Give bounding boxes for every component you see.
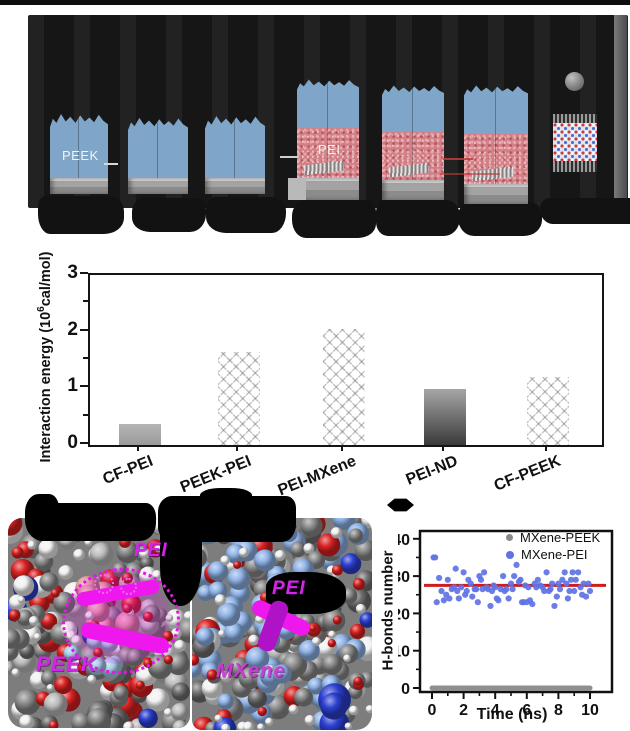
- svg-text:10: 10: [398, 644, 410, 661]
- substrate-slab: [128, 178, 188, 194]
- pointer-line: [280, 156, 298, 158]
- pei-polymer-block: [464, 134, 528, 184]
- panel-right-gray-strip: [614, 15, 627, 207]
- bar-PEEK-PEI: [218, 352, 260, 445]
- y-tick-label: 1: [67, 375, 78, 397]
- bar-chart-plot-area: [88, 273, 604, 447]
- obscured-label-silhouette: [458, 202, 542, 236]
- svg-text:2: 2: [459, 702, 468, 719]
- y-tick-label: 2: [67, 318, 78, 340]
- peek-annotation-label: PEEK: [36, 653, 98, 676]
- svg-text:10: 10: [581, 702, 599, 719]
- peek-box-label: PEEK: [62, 148, 99, 163]
- legend-dot-mxene-peek: [506, 534, 513, 541]
- interface-marker-line: [443, 158, 473, 160]
- legend-label: MXene-PEI: [521, 547, 588, 562]
- simulation-box-pei-1: [297, 78, 359, 200]
- pei-polymer-block: [297, 128, 359, 178]
- substrate-slab: [464, 184, 528, 204]
- simulation-box-peek-2: [128, 116, 188, 194]
- svg-text:0: 0: [401, 681, 410, 698]
- scatter-x-axis-label: Time (ns): [476, 706, 548, 723]
- legend-label: MXene-PEEK: [520, 530, 601, 545]
- substrate-slab: [382, 180, 444, 200]
- y-tick-label: 0: [67, 432, 78, 453]
- hbonds-scatter-plot: 0 10 20 30 40 0 2 4 6 8 10: [398, 529, 614, 719]
- legend-row: MXene-PEEK: [506, 529, 626, 546]
- simulation-box-pei-2: [382, 84, 444, 200]
- svg-text:8: 8: [554, 702, 563, 719]
- bar-category-label: CF-PEI: [99, 452, 155, 489]
- peek-polymer-block: [50, 114, 108, 180]
- peek-polymer-block: [464, 85, 528, 136]
- simulation-box-peek-1: [50, 112, 108, 194]
- pei-annotation-label: PEI: [134, 540, 168, 561]
- obscured-label-silhouette: [38, 196, 124, 234]
- bar-PEI-MXene: [323, 329, 365, 445]
- svg-text:20: 20: [398, 606, 410, 623]
- pointer-line: [104, 163, 118, 165]
- lattice-atom-grid: [553, 123, 597, 163]
- bar-CF-PEEK: [527, 377, 569, 445]
- bar-category-label: PEI-ND: [403, 452, 460, 489]
- peek-polymer-block: [205, 115, 265, 180]
- legend-row: MXene-PEI: [506, 546, 626, 563]
- bar-category-label: CF-PEEK: [491, 452, 563, 495]
- top-black-bar: [0, 0, 630, 5]
- obscured-text-silhouette: [160, 520, 202, 606]
- obscured-label-silhouette: [540, 198, 630, 224]
- svg-text:30: 30: [398, 569, 410, 586]
- obscured-label-silhouette: [376, 200, 460, 236]
- bar-category-label: PEI-MXene: [275, 452, 359, 500]
- y-tick-label: 3: [67, 262, 78, 283]
- lattice-bond-fringe: [553, 114, 597, 125]
- svg-text:40: 40: [398, 532, 410, 549]
- dotted-ring: [120, 578, 137, 595]
- pei-annotation-label: PEI: [272, 578, 306, 599]
- crystal-lattice-slab: [553, 114, 597, 172]
- scatter-legend: MXene-PEEK MXene-PEI: [506, 529, 626, 563]
- bar-CF-PEI: [119, 424, 161, 445]
- interface-marker-line: [440, 173, 500, 175]
- obscured-label-silhouette: [206, 197, 286, 233]
- lattice-bond-fringe: [553, 161, 597, 172]
- simulation-box-pei-3: [464, 84, 528, 204]
- obscured-caption-silhouette: [200, 488, 252, 506]
- mxene-annotation-label: MXene: [216, 660, 286, 682]
- substrate-slab: [205, 178, 265, 194]
- ylabel-superscript: 6: [36, 306, 47, 312]
- legend-dot-mxene-pei: [506, 550, 514, 559]
- substrate-slab: [50, 178, 108, 194]
- svg-text:6: 6: [522, 702, 531, 719]
- substrate-slab: [297, 178, 359, 200]
- svg-text:4: 4: [491, 702, 500, 719]
- peek-polymer-block: [382, 85, 444, 134]
- peek-polymer-block: [297, 79, 359, 130]
- dotted-ring: [94, 574, 114, 594]
- scatter-y-axis-label: H-bonds number: [379, 550, 397, 671]
- gray-swatch: [288, 178, 306, 200]
- pei-box-label: PEI: [318, 142, 341, 157]
- obscured-label-silhouette: [292, 200, 376, 238]
- pei-polymer-block: [382, 132, 444, 180]
- svg-text:0: 0: [428, 702, 437, 719]
- obscured-label-silhouette: [132, 198, 206, 232]
- obscured-caption-silhouette: [30, 503, 156, 541]
- atom-sphere-icon: [565, 72, 584, 91]
- peek-polymer-block: [128, 117, 188, 180]
- bar-PEI-ND: [424, 389, 466, 445]
- simulation-box-peek-3: [205, 114, 265, 194]
- lens-shaped-silhouette: [387, 498, 414, 512]
